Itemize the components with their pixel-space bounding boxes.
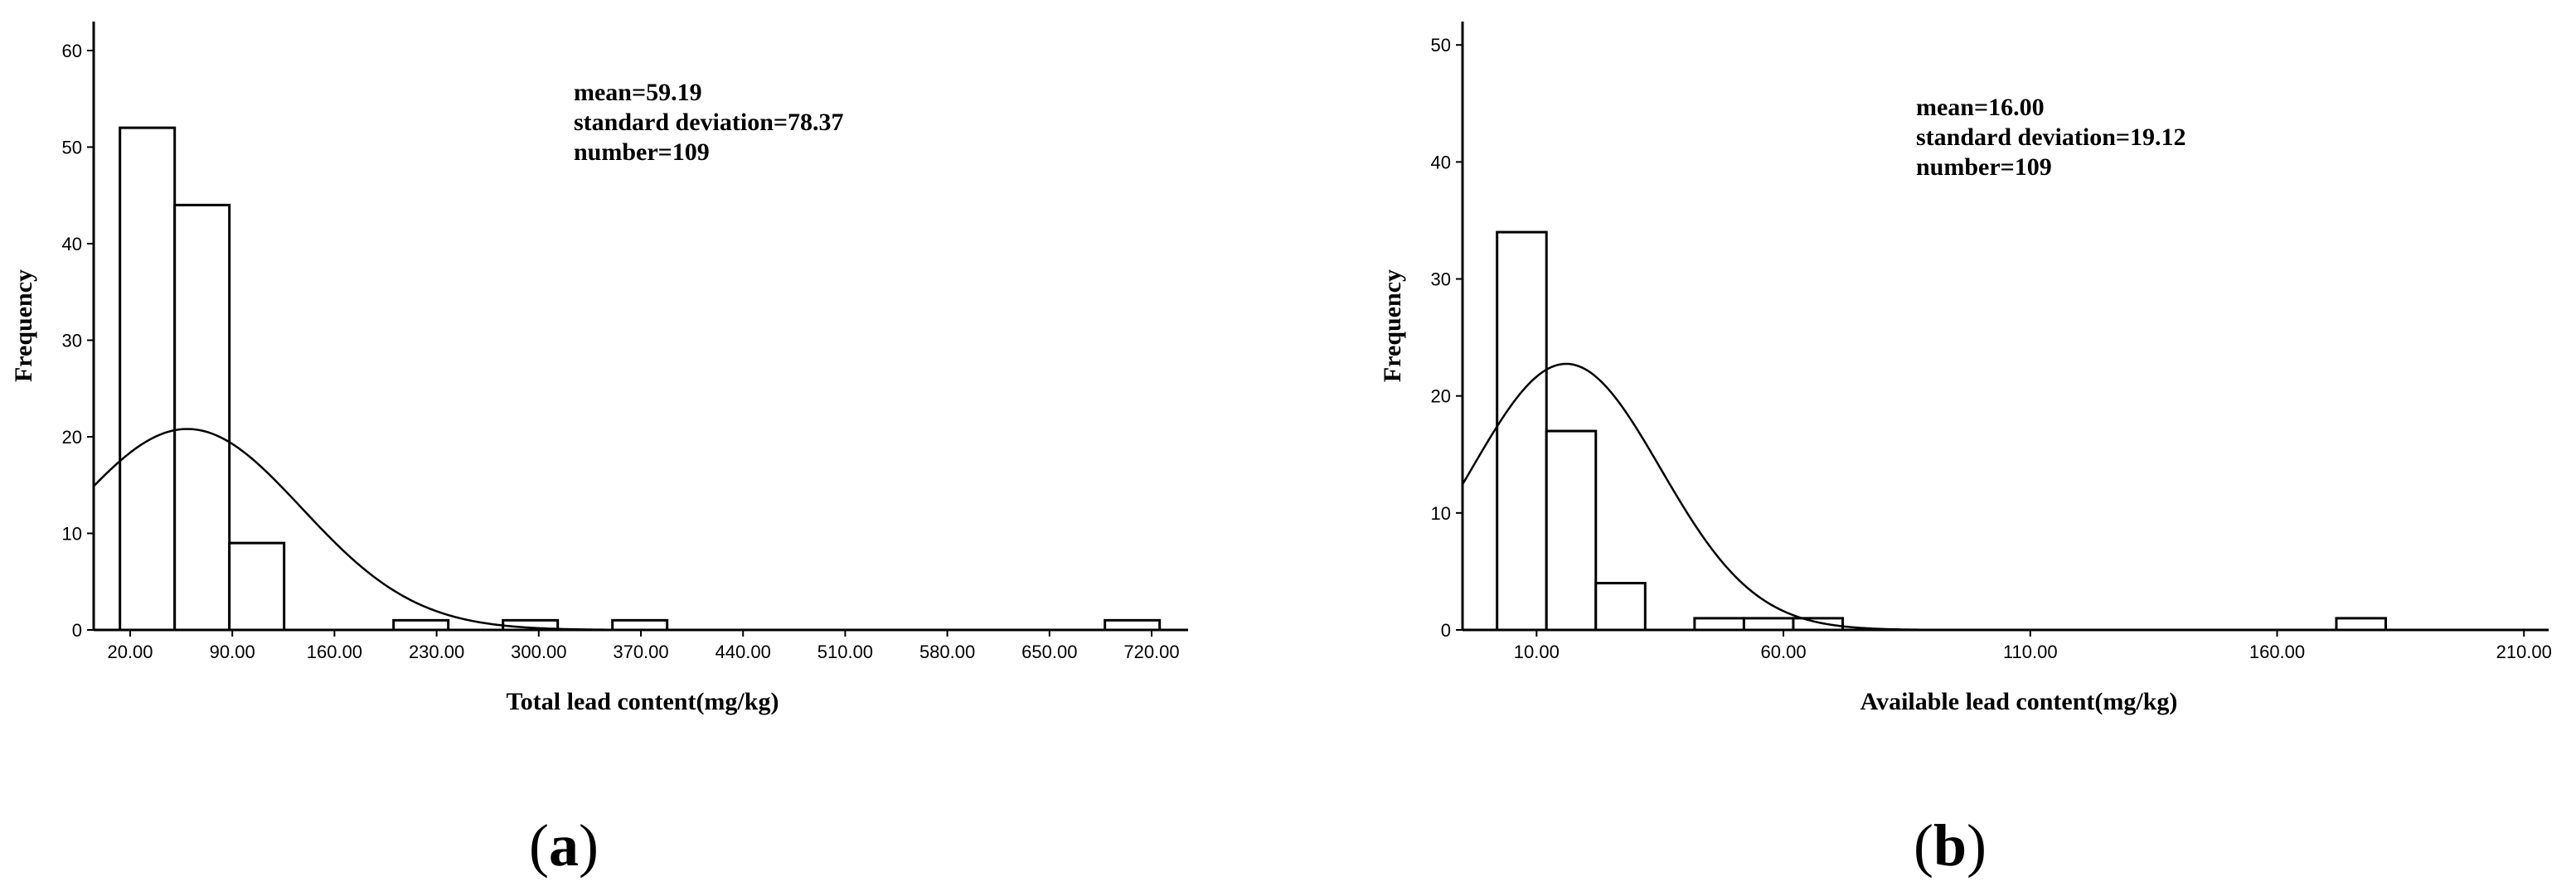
histogram-bar-a-5 [611, 618, 669, 632]
histogram-bar-b-3 [1693, 617, 1745, 632]
y-tick-label-a-6: 60 [62, 41, 82, 61]
histogram-b-plot: 0 10 20 30 40 50 10.00 60.00 110.00 160.00 210.00 A… [1379, 22, 2552, 715]
y-tick-label-a-0: 0 [72, 620, 82, 641]
histogram-bar-b-6 [2335, 617, 2388, 632]
y-tick-label-a-1: 10 [62, 523, 82, 544]
x-tick-label-a-3: 230.00 [409, 642, 464, 662]
y-tick-label-b-5: 50 [1431, 35, 1451, 56]
histogram-bar-a-3 [392, 618, 450, 632]
x-tick-label-a-0: 20.00 [107, 642, 153, 662]
x-tick-label-b-0: 10.00 [1514, 642, 1560, 662]
x-tick-label-a-4: 300.00 [511, 642, 566, 662]
y-tick-label-a-2: 20 [62, 427, 82, 448]
x-tick-label-a-7: 510.00 [817, 642, 873, 662]
x-axis-title-b: Available lead content(mg/kg) [1860, 688, 2178, 715]
histogram-bar-a-1 [173, 203, 231, 632]
histogram-panel-b: 0 10 20 30 40 50 10.00 60.00 110.00 160.00 210.00 A… [1288, 0, 2575, 896]
y-tick-label-a-4: 40 [62, 234, 82, 254]
histogram-bar-a-0 [119, 126, 177, 632]
x-tick-label-b-2: 110.00 [2003, 642, 2058, 662]
stat-number-a: number=109 [574, 138, 710, 166]
x-tick-label-a-10: 720.00 [1123, 642, 1179, 662]
stat-mean-a: mean=59.19 [574, 79, 702, 106]
stats-box-b: mean=16.00 standard deviation=19.12 numb… [1916, 93, 2185, 182]
stat-mean-b: mean=16.00 [1916, 94, 2045, 121]
histogram-bar-b-2 [1594, 582, 1647, 632]
x-tick-label-b-4: 210.00 [2496, 642, 2552, 662]
x-tick-label-a-9: 650.00 [1021, 642, 1077, 662]
y-tick-label-b-2: 20 [1431, 386, 1451, 407]
stat-number-b: number=109 [1916, 153, 2052, 181]
histogram-panel-a: 0 10 20 30 40 50 60 20.00 90.00 160.00 230.00 300.0… [10, 22, 1188, 879]
histogram-bar-b-1 [1545, 429, 1598, 632]
histogram-bar-a-6 [1104, 618, 1162, 632]
y-tick-label-b-0: 0 [1441, 620, 1451, 641]
x-tick-label-a-2: 160.00 [307, 642, 362, 662]
x-tick-label-a-1: 90.00 [210, 642, 255, 662]
x-tick-label-a-5: 370.00 [613, 642, 668, 662]
histogram-bar-b-0 [1496, 230, 1548, 632]
y-tick-label-a-5: 50 [62, 137, 82, 157]
histogram-a-plot: 0 10 20 30 40 50 60 20.00 90.00 160.00 230.00 300.0… [10, 22, 1188, 715]
x-tick-label-b-3: 160.00 [2249, 642, 2305, 662]
panel-label-b: (b) [1914, 812, 1987, 879]
panel-label-a: (a) [529, 812, 599, 879]
stats-box-a: mean=59.19 standard deviation=78.37 numb… [574, 78, 843, 167]
histogram-bar-b-4 [1742, 617, 1795, 632]
x-tick-label-a-8: 580.00 [919, 642, 975, 662]
y-axis-title-a: Frequency [10, 269, 37, 382]
x-tick-label-a-6: 440.00 [716, 642, 771, 662]
x-tick-label-b-1: 60.00 [1761, 642, 1807, 662]
histogram-bar-a-2 [228, 541, 286, 632]
stat-sd-a: standard deviation=78.37 [574, 109, 844, 136]
x-axis-title-a: Total lead content(mg/kg) [507, 688, 779, 715]
y-tick-label-b-1: 10 [1431, 503, 1451, 524]
y-axis-title-b: Frequency [1379, 269, 1406, 382]
stat-sd-b: standard deviation=19.12 [1916, 124, 2186, 151]
y-tick-label-b-3: 30 [1431, 269, 1451, 290]
y-tick-label-a-3: 30 [62, 330, 82, 351]
histogram-bar-b-5 [1792, 617, 1844, 632]
y-tick-label-b-4: 40 [1431, 152, 1451, 172]
